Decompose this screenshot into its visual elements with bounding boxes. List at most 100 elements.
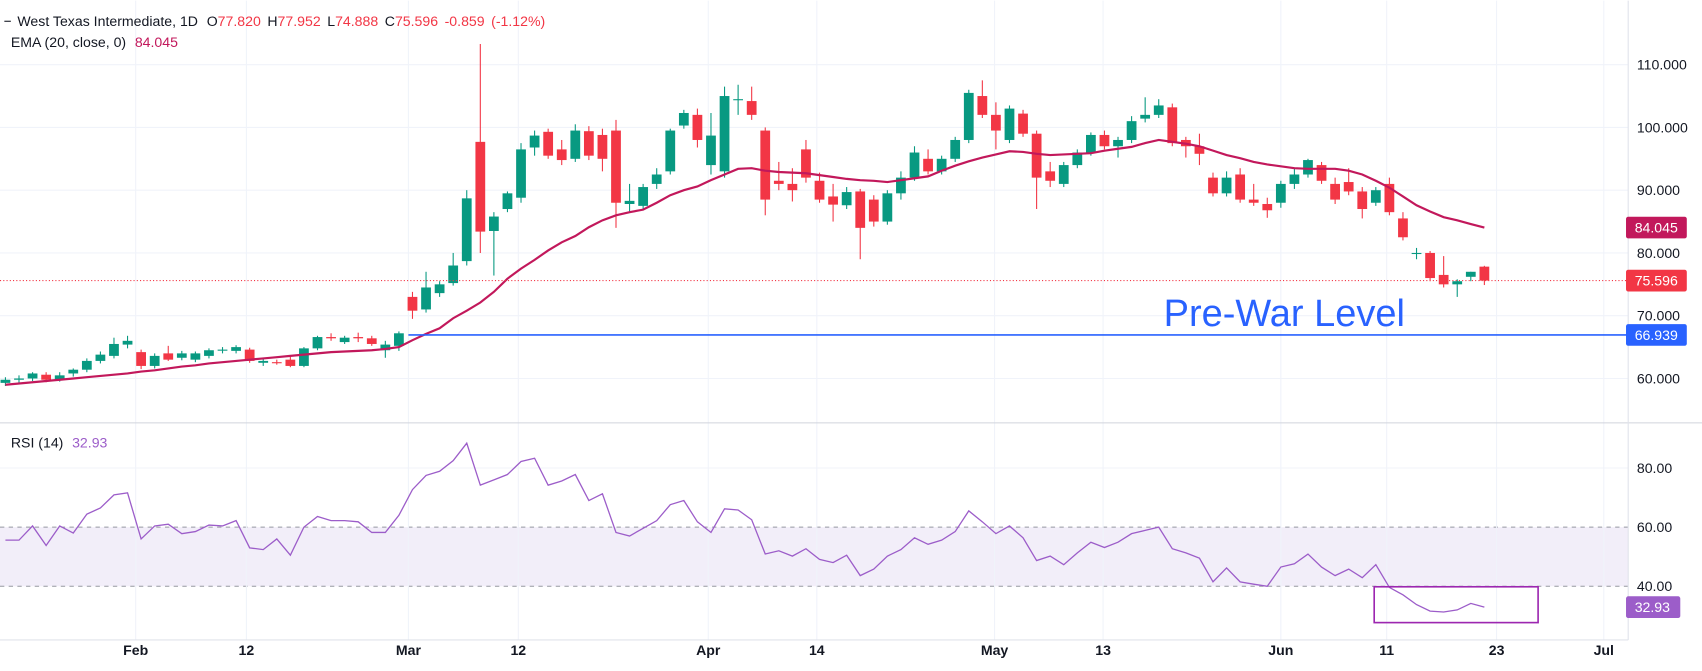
- candle-body: [556, 149, 567, 161]
- candle-body: [678, 112, 689, 126]
- candle-body: [760, 130, 771, 200]
- candle-body: [1343, 182, 1354, 192]
- legend-key: C: [385, 13, 395, 29]
- candle-body: [516, 149, 526, 198]
- y-tick-label: 40.00: [1637, 578, 1672, 594]
- rsi-highlight-box: [1373, 585, 1539, 624]
- candle-body: [1045, 171, 1056, 181]
- y-tick-label: 60.000: [1637, 370, 1680, 386]
- legend-value: 75.596: [395, 13, 438, 29]
- candle-body: [109, 343, 119, 356]
- candle-body: [163, 353, 174, 360]
- candle-body: [271, 362, 282, 364]
- candle-body: [1289, 174, 1300, 184]
- legend-series: RSI (14): [11, 434, 64, 450]
- candle-body: [41, 374, 52, 380]
- candle-body: [651, 174, 662, 184]
- candle-body: [1316, 165, 1327, 181]
- candle-body: [814, 180, 825, 200]
- x-tick-label: Jun: [1268, 642, 1293, 658]
- candle-body: [828, 196, 838, 205]
- ema-line: [5, 138, 1485, 386]
- candle-body: [868, 199, 879, 222]
- price-box: [1626, 596, 1681, 619]
- candle-body: [719, 96, 730, 172]
- price-box-label: 66.939: [1635, 327, 1678, 343]
- candle-body: [1411, 252, 1422, 255]
- candle-body: [366, 338, 377, 344]
- candle-body: [217, 349, 228, 351]
- legend: RSI (14) 32.93: [11, 434, 108, 450]
- candle-body: [923, 158, 933, 172]
- labels-layer: 60.000 70.000 80.000 90.000 100.000 110.000 40…: [11, 13, 1688, 658]
- candle-body: [488, 216, 499, 231]
- legend-change: (-1.12%): [491, 13, 545, 29]
- candle-body: [1031, 133, 1042, 178]
- candle-body: [394, 333, 404, 346]
- candle-body: [1072, 152, 1083, 166]
- candle-body: [936, 158, 947, 172]
- candle-body: [787, 183, 798, 191]
- candle-body: [461, 198, 472, 262]
- candle-body: [529, 135, 540, 148]
- price-box: [1626, 269, 1687, 292]
- price-box: [1626, 216, 1687, 239]
- x-tick-label: 12: [510, 642, 526, 658]
- candle-body: [733, 99, 743, 101]
- candle-body: [1398, 218, 1408, 238]
- price-box-label: 84.045: [1635, 219, 1678, 235]
- candle-body: [570, 130, 581, 159]
- candle-body: [244, 349, 255, 361]
- price-box-label: 32.93: [1635, 599, 1670, 615]
- candle-body: [1465, 271, 1476, 277]
- marks-layer: [0, 43, 1629, 613]
- candle-body: [583, 131, 594, 156]
- candle-body: [285, 359, 296, 366]
- x-tick-label: Apr: [696, 642, 721, 658]
- candle-body: [665, 130, 676, 172]
- candle-body: [706, 135, 716, 166]
- reference-label: Pre-War Level: [1164, 293, 1405, 335]
- candle-body: [624, 200, 635, 204]
- candle-body: [909, 152, 920, 178]
- candle-body: [1221, 177, 1232, 194]
- candle-body: [380, 344, 391, 351]
- candle-body: [855, 191, 866, 228]
- candle-body: [1153, 105, 1164, 115]
- legend: EMA (20, close, 0) 84.045: [11, 34, 178, 50]
- candle-body: [1235, 174, 1246, 200]
- candle-body: [68, 369, 79, 374]
- legend-value: 74.888: [335, 13, 378, 29]
- candle-body: [1167, 107, 1178, 144]
- candle-body: [54, 375, 65, 380]
- legend: West Texas Intermediate, 1D O77.820 H77.95…: [17, 13, 545, 29]
- candle-body: [1126, 121, 1137, 140]
- x-tick-label: Feb: [123, 642, 148, 658]
- candle-body: [1004, 108, 1015, 140]
- candle-body: [27, 373, 38, 379]
- candle-body: [1086, 134, 1096, 153]
- rsi-band: [0, 527, 1629, 587]
- candle-body: [95, 354, 106, 361]
- candle-body: [326, 337, 336, 339]
- candle-body: [122, 340, 133, 345]
- y-tick-label: 70.000: [1637, 308, 1680, 324]
- candle-body: [421, 287, 431, 310]
- y-tick-label: 80.00: [1637, 460, 1672, 476]
- candle-body: [0, 379, 11, 383]
- candle-body: [448, 265, 459, 284]
- candle-body: [14, 378, 24, 380]
- candle-body: [597, 134, 608, 159]
- x-tick-label: 12: [239, 642, 255, 658]
- x-tick-label: 23: [1489, 642, 1505, 658]
- candle-body: [841, 192, 852, 206]
- candle-body: [611, 130, 621, 203]
- candle-body: [1248, 199, 1259, 203]
- candle-body: [1058, 165, 1069, 184]
- legend-key: L: [327, 13, 335, 29]
- candle-body: [1370, 190, 1381, 203]
- candle-body: [1194, 146, 1205, 154]
- candle-body: [692, 114, 703, 140]
- candle-body: [1330, 183, 1340, 200]
